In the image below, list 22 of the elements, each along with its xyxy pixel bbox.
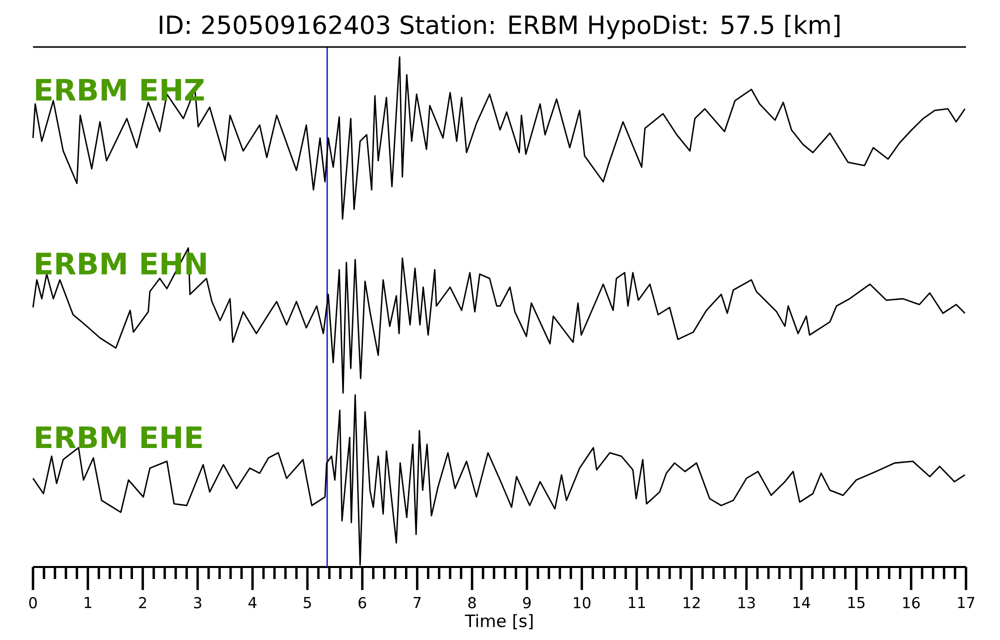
x-tick-label: 0	[29, 597, 37, 608]
x-tick-label: 3	[194, 597, 202, 608]
x-tick-label: 10	[574, 597, 590, 608]
series-label: ERBM EHE	[36, 426, 202, 448]
x-tick-label: 11	[628, 597, 645, 608]
x-tick-label: 2	[139, 597, 146, 608]
x-tick-label: 8	[468, 597, 476, 608]
chart-title: ID: 250509162403 Station: ERBM HypoDist: 57.5 [km]	[160, 14, 840, 40]
x-tick-label: 6	[358, 597, 366, 608]
x-tick-label: 4	[248, 597, 256, 608]
x-tick-label: 5	[304, 597, 311, 608]
x-axis-title: Time [s]	[464, 614, 533, 630]
x-tick-label: 12	[684, 597, 700, 608]
x-tick-label: 16	[903, 597, 920, 608]
x-tick-label: 17	[958, 597, 974, 608]
x-tick-label: 13	[738, 597, 755, 608]
x-tick-label: 1	[84, 597, 92, 608]
x-tick-label: 7	[414, 597, 421, 608]
x-tick-label: 9	[523, 597, 531, 608]
x-tick-label: 14	[793, 597, 810, 608]
series-label: ERBM EHZ	[36, 79, 204, 101]
x-tick-label: 15	[848, 597, 864, 608]
